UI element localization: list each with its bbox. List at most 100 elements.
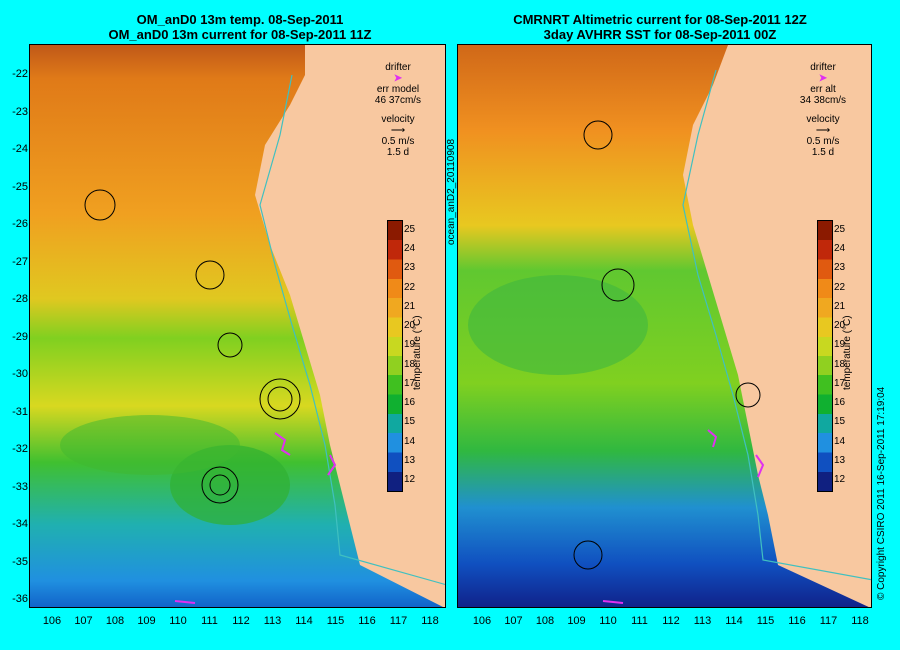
left-current-vectors [84,189,301,504]
left-eddy-ring [201,466,239,504]
longitude-tick: 109 [567,615,586,627]
latitude-tick: -29 [12,330,28,343]
colorbar-tick: 12 [834,474,846,485]
right-drifters [602,429,765,604]
latitude-tick: -31 [12,405,28,418]
latitude-tick: -22 [12,68,28,80]
right-eddy-ring [583,120,613,150]
right-legend-err-label: err alt [810,84,836,95]
right-title: CMRNRT Altimetric current for 08-Sep-201… [480,12,840,42]
left-legend-days: 1.5 d [386,147,410,158]
left-legend-drifter: drifter [385,62,411,73]
right-drifter-track [755,454,765,478]
left-shelf-contour [259,74,445,586]
left-drifters [174,432,337,604]
longitude-tick: 107 [74,615,93,627]
drifter-marker-icon: ➤ [818,73,828,84]
colorbar-tick: 25 [404,224,416,235]
right-cool-patch [468,275,648,375]
colorbar-tick: 18 [404,358,416,370]
colorbar-tick: 24 [404,243,416,255]
colorbar-tick: 13 [834,454,846,466]
longitude-tick: 106 [42,615,62,627]
right-legend-speed: 0.5 m/s [806,136,840,147]
left-legend-err-value: 46 37cm/s [374,95,422,106]
colorbar-tick: 25 [834,224,846,235]
colorbar-tick: 24 [834,243,846,255]
colorbar-tick: 21 [404,300,416,312]
right-eddy-ring [601,268,635,302]
velocity-arrow-icon: ⟶ [390,125,406,136]
colorbar-tick: 21 [834,300,846,312]
longitude-tick: 114 [725,615,743,627]
right-drifter-track [707,429,718,448]
colorbar-tick: 17 [404,377,416,389]
latitude-tick: -34 [12,518,28,530]
longitude-tick: 106 [472,615,492,627]
longitude-tick: 109 [137,615,156,627]
right-colorbar-label: temperature (°C) [842,315,853,390]
right-shelf-contour [682,69,871,581]
longitude-tick: 111 [631,615,648,627]
longitude-tick: 113 [263,615,282,627]
left-title-line1: OM_anD0 13m temp. 08-Sep-2011 [136,12,344,27]
left-eddy-ring [217,332,243,358]
colorbar-tick: 14 [834,435,846,447]
left-drifter-track [327,454,337,476]
latitude-tick: -32 [12,443,28,455]
colorbar-tick: 15 [834,416,846,428]
latitude-tick: -23 [12,105,28,118]
right-legend: drifter ➤ err alt 34 38cm/s velocity ⟶ 0… [793,62,853,158]
left-eddy-ring [84,189,116,221]
colorbar-tick: 22 [834,281,846,293]
right-legend-drifter: drifter [810,62,836,73]
right-title-line2: 3day AVHRR SST for 08-Sep-2011 00Z [543,27,777,42]
left-eddy-ring [209,474,231,496]
left-eddy-ring [259,378,301,420]
longitude-tick: 108 [535,615,555,627]
latitude-tick: -25 [12,180,28,193]
latitude-tick: -36 [12,593,28,605]
colorbar-tick: 23 [834,262,846,274]
longitude-tick: 115 [326,615,345,627]
colorbar-tick: 19 [404,339,416,351]
colorbar-tick: 16 [404,397,416,409]
latitude-tick: -33 [12,480,28,493]
right-drifter-track [602,600,624,604]
colorbar-tick: 14 [404,435,416,447]
colorbar-tick: 20 [834,320,846,332]
colorbar-tick: 23 [404,262,416,274]
left-colorbar [387,220,403,492]
left-drifter-track [174,600,196,604]
longitude-tick: 116 [788,615,806,627]
colorbar-tick: 16 [834,397,846,409]
drifter-marker-icon: ➤ [393,73,403,84]
longitude-tick: 111 [201,615,218,627]
colorbar-tick: 15 [404,416,416,428]
longitude-tick: 114 [295,615,313,627]
longitude-tick: 118 [421,615,439,627]
longitude-tick: 113 [693,615,712,627]
left-cool-band [60,415,240,475]
right-legend-err-value: 34 38cm/s [799,95,847,106]
longitude-tick: 110 [169,615,187,627]
left-legend-speed: 0.5 m/s [381,136,415,147]
longitude-tick: 117 [389,615,408,627]
latitude-tick: -28 [12,293,28,305]
right-eddy-ring [735,382,761,408]
left-colorbar-label: temperature (°C) [412,315,423,390]
left-title-line2: OM_anD0 13m current for 08-Sep-2011 11Z [108,27,372,42]
longitude-tick: 112 [662,615,680,627]
colorbar-tick: 20 [404,320,416,332]
left-legend: drifter ➤ err model 46 37cm/s velocity ⟶… [368,62,428,158]
longitude-tick: 112 [232,615,250,627]
left-drifter-track [274,432,291,456]
left-eddy-ring [195,260,225,290]
longitude-tick: 115 [756,615,775,627]
latitude-tick: -26 [12,218,28,230]
colorbar-tick: 19 [834,339,846,351]
left-title: OM_anD0 13m temp. 08-Sep-2011 OM_anD0 13… [60,12,420,42]
side-label: ocean_anD2_20110908 [446,138,457,245]
longitude-tick: 116 [358,615,376,627]
colorbar-tick: 17 [834,377,846,389]
